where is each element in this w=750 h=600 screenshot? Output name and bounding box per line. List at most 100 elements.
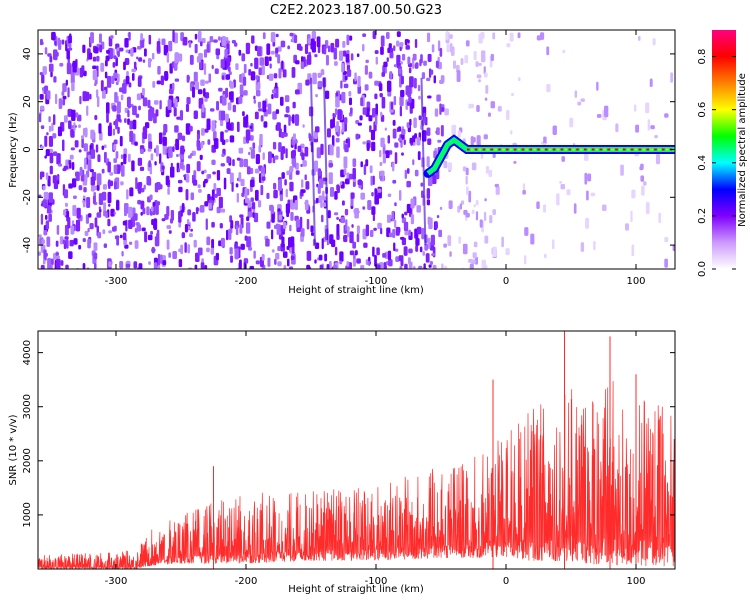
spectrogram-cell bbox=[172, 30, 175, 43]
spectrogram-cell bbox=[114, 91, 118, 103]
spectrogram-cell bbox=[292, 133, 296, 141]
snr-y-label: SNR (10 * v/v) bbox=[8, 414, 19, 485]
spectrogram-cell bbox=[128, 241, 133, 245]
spectrogram-cell bbox=[349, 107, 353, 114]
spectrogram-cell bbox=[327, 45, 331, 53]
spectrogram-cell bbox=[374, 93, 378, 100]
spectrogram-cell bbox=[506, 110, 510, 121]
spectrogram-cell bbox=[193, 71, 198, 82]
colorbar-tick-label: 0.8 bbox=[697, 49, 708, 65]
spectrogram-cell bbox=[100, 80, 104, 92]
spectrogram-cell bbox=[292, 156, 297, 168]
spectrogram-cell bbox=[83, 157, 87, 170]
spectrogram-cell bbox=[44, 252, 48, 257]
spectrogram-cell bbox=[436, 127, 440, 136]
spectrogram-cell bbox=[125, 263, 131, 268]
spectrogram-cell bbox=[224, 129, 229, 133]
spectrogram-cell bbox=[585, 217, 590, 229]
spectrogram-cell bbox=[214, 68, 219, 75]
spectrogram-cell bbox=[638, 35, 641, 41]
spectrogram-cell bbox=[92, 56, 97, 62]
spectrogram-cell bbox=[334, 246, 338, 256]
spectrogram-cell bbox=[156, 80, 161, 85]
spectrogram-cell bbox=[410, 142, 413, 146]
spectrogram-cell bbox=[625, 223, 629, 231]
spectrogram-cell bbox=[63, 209, 67, 216]
spectrogram-cell bbox=[197, 184, 201, 189]
spectrogram-y-label: Frequency (Hz) bbox=[8, 112, 19, 188]
spectrogram-cell bbox=[55, 252, 59, 256]
spectrogram-cell bbox=[274, 155, 279, 160]
spectrogram-cell bbox=[254, 111, 259, 120]
spectrogram-cell bbox=[252, 142, 256, 150]
spectrogram-cell bbox=[388, 232, 394, 238]
spectrogram-cell bbox=[196, 134, 200, 146]
spectrogram-cell bbox=[485, 85, 489, 94]
spectrogram-cell bbox=[446, 43, 450, 53]
y-tick-label: 2000 bbox=[22, 448, 33, 473]
spectrogram-cell bbox=[284, 114, 289, 118]
spectrogram-cell bbox=[417, 151, 421, 161]
spectrogram-cell bbox=[42, 66, 47, 75]
spectrogram-cell bbox=[89, 223, 94, 230]
spectrogram-cell bbox=[176, 153, 179, 158]
spectrogram-cell bbox=[58, 98, 63, 109]
spectrogram-cell bbox=[615, 123, 619, 133]
spectrogram-cell bbox=[401, 128, 406, 135]
spectrogram-cell bbox=[347, 226, 350, 238]
spectrogram-cell bbox=[484, 198, 487, 202]
spectrogram-cell bbox=[465, 212, 470, 218]
spectrogram-cell bbox=[345, 178, 350, 185]
spectrogram-cell bbox=[439, 103, 442, 115]
spectrogram-cell bbox=[181, 202, 185, 213]
spectrogram-cell bbox=[281, 172, 285, 179]
spectrogram-cell bbox=[213, 39, 218, 43]
spectrogram-cell bbox=[459, 203, 463, 210]
spectrogram-cell bbox=[412, 53, 417, 61]
spectrogram-cell bbox=[356, 258, 361, 264]
spectrogram-cell bbox=[254, 189, 259, 201]
spectrogram-cell bbox=[364, 84, 369, 91]
spectrogram-cell bbox=[92, 70, 98, 81]
spectrogram-cell bbox=[314, 259, 317, 264]
spectrogram-cell bbox=[239, 214, 244, 218]
spectrogram-cell bbox=[55, 51, 59, 57]
spectrogram-cell bbox=[173, 61, 178, 71]
spectrogram-cell bbox=[352, 158, 357, 167]
spectrogram-cell bbox=[381, 72, 386, 77]
spectrogram-cell bbox=[246, 216, 250, 222]
spectrogram-cell bbox=[150, 230, 153, 235]
spectrogram-cell bbox=[250, 62, 253, 67]
spectrogram-cell bbox=[62, 99, 66, 106]
spectrogram-cell bbox=[57, 163, 63, 167]
spectrogram-cell bbox=[492, 209, 497, 215]
spectrogram-cell bbox=[319, 264, 324, 269]
spectrogram-cell bbox=[322, 202, 327, 207]
spectrogram-cell bbox=[206, 236, 211, 246]
spectrogram-cell bbox=[510, 130, 513, 135]
spectrogram-cell bbox=[299, 216, 303, 229]
spectrogram-cell bbox=[99, 44, 103, 53]
spectrogram-cell bbox=[289, 266, 294, 269]
spectrogram-cell bbox=[216, 206, 221, 214]
spectrogram-cell bbox=[70, 72, 75, 84]
spectrogram-cell bbox=[359, 115, 363, 121]
spectrogram-cell bbox=[250, 71, 256, 81]
spectrogram-cell bbox=[255, 260, 260, 265]
spectrogram-cell bbox=[81, 65, 85, 73]
spectrogram-cell bbox=[465, 167, 469, 176]
colorbar-gradient bbox=[712, 30, 736, 269]
spectrogram-cell bbox=[391, 211, 395, 222]
spectrogram-cell bbox=[457, 205, 461, 213]
spectrogram-cell bbox=[306, 218, 310, 230]
spectrogram-cell bbox=[505, 248, 510, 256]
spectrogram-cell bbox=[393, 45, 396, 52]
spectrogram-cell bbox=[327, 210, 331, 219]
spectrogram-cell bbox=[552, 125, 557, 135]
spectrogram-cell bbox=[413, 77, 417, 89]
spectrogram-cell bbox=[464, 55, 469, 64]
spectrogram-cell bbox=[138, 57, 143, 62]
spectrogram-cell bbox=[215, 252, 220, 261]
spectrogram-cell bbox=[286, 258, 290, 267]
spectrogram-cell bbox=[41, 239, 45, 245]
